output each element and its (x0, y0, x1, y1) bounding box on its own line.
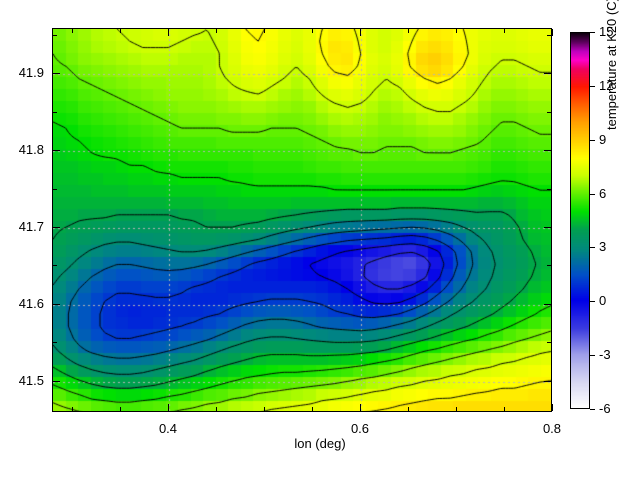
y-minor-tick (53, 35, 57, 36)
colorbar-tick-label: 6 (599, 186, 607, 201)
x-minor-tick-top (120, 29, 121, 33)
contour-lines (53, 29, 551, 411)
x-minor-tick (120, 407, 121, 411)
x-minor-tick-top (72, 29, 73, 33)
x-major-tick (360, 404, 361, 411)
x-minor-tick (504, 407, 505, 411)
y-minor-tick-right (547, 112, 551, 113)
x-tick-label: 0.6 (350, 421, 370, 436)
y-major-tick (53, 304, 60, 305)
colorbar-tick-label: -6 (599, 401, 611, 416)
y-major-tick-right (544, 381, 551, 382)
y-major-tick (53, 73, 60, 74)
colorbar-tick-label: -3 (599, 347, 611, 362)
x-minor-tick (264, 407, 265, 411)
x-major-tick (168, 404, 169, 411)
y-major-tick (53, 381, 60, 382)
colorbar-tick (590, 247, 595, 248)
colorbar[interactable] (570, 32, 590, 409)
colorbar-tick (590, 409, 595, 410)
x-major-tick-top (552, 29, 553, 36)
x-major-tick-top (168, 29, 169, 36)
y-major-tick (53, 150, 60, 151)
colorbar-tick-label: 3 (599, 239, 607, 254)
x-minor-tick-top (216, 29, 217, 33)
colorbar-tick (590, 355, 595, 356)
colorbar-tick-label: 15 (599, 24, 614, 39)
colorbar-tick (590, 194, 595, 195)
y-minor-tick (53, 112, 57, 113)
y-minor-tick (53, 189, 57, 190)
x-minor-tick (408, 407, 409, 411)
y-tick-label: 41.8 (18, 142, 44, 157)
y-minor-tick (53, 265, 57, 266)
y-major-tick (53, 227, 60, 228)
x-minor-tick-top (264, 29, 265, 33)
colorbar-tick-label: 12 (599, 78, 614, 93)
colorbar-tick (590, 301, 595, 302)
y-tick-label: 41.5 (18, 373, 44, 388)
y-major-tick-right (544, 304, 551, 305)
colorbar-tick (590, 140, 595, 141)
x-major-tick-top (360, 29, 361, 36)
y-tick-label: 41.9 (18, 65, 44, 80)
plot-area[interactable] (52, 28, 552, 412)
x-minor-tick (456, 407, 457, 411)
x-minor-tick (312, 407, 313, 411)
colorbar-tick-label: 9 (599, 132, 607, 147)
y-major-tick-right (544, 227, 551, 228)
x-minor-tick-top (504, 29, 505, 33)
y-minor-tick-right (547, 265, 551, 266)
y-minor-tick-right (547, 342, 551, 343)
y-minor-tick (53, 342, 57, 343)
x-minor-tick (72, 407, 73, 411)
y-tick-label: 41.6 (18, 296, 44, 311)
x-minor-tick-top (312, 29, 313, 33)
colorbar-title: temperature at K20 (C) (604, 0, 619, 130)
x-tick-label: 0.8 (542, 421, 562, 436)
colorbar-gradient (571, 33, 589, 408)
y-minor-tick-right (547, 35, 551, 36)
x-minor-tick (216, 407, 217, 411)
colorbar-tick (590, 32, 595, 33)
y-minor-tick-right (547, 189, 551, 190)
y-major-tick-right (544, 150, 551, 151)
x-tick-label: 0.4 (158, 421, 178, 436)
y-tick-label: 41.7 (18, 219, 44, 234)
x-major-tick (552, 404, 553, 411)
x-minor-tick-top (456, 29, 457, 33)
y-major-tick-right (544, 73, 551, 74)
colorbar-tick (590, 86, 595, 87)
colorbar-tick-label: 0 (599, 293, 607, 308)
x-axis-title: lon (deg) (294, 436, 346, 451)
x-minor-tick-top (408, 29, 409, 33)
